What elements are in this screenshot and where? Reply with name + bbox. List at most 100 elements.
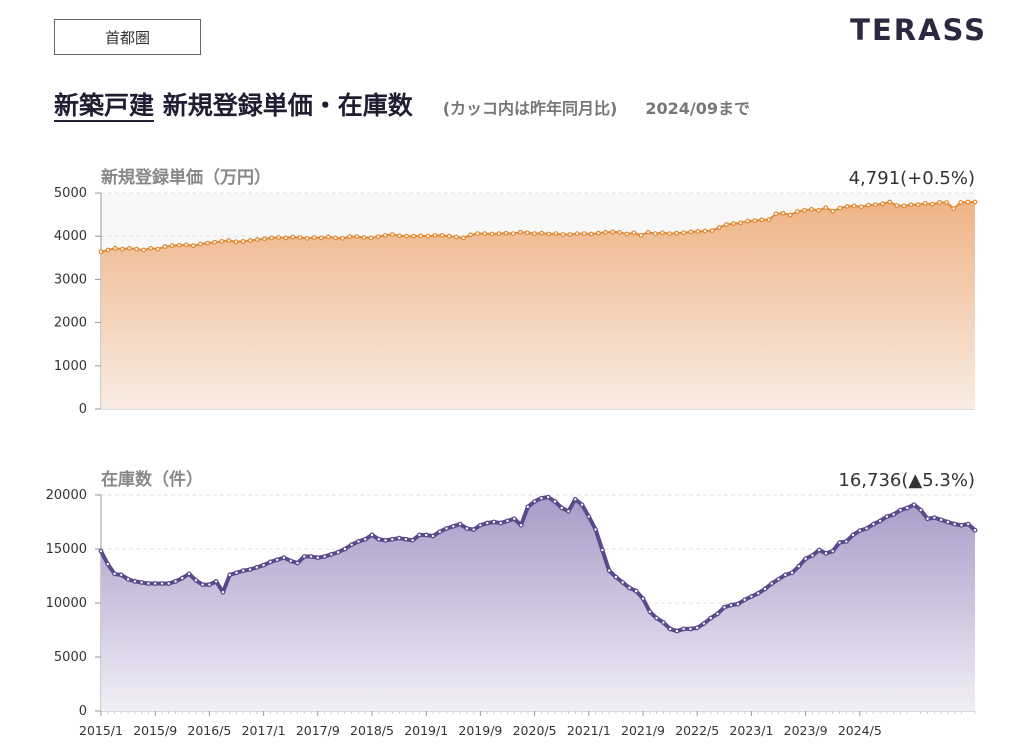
inventory-point — [701, 621, 707, 626]
inventory-point — [186, 571, 192, 577]
price-point — [389, 232, 395, 237]
price-point — [361, 235, 367, 240]
price-point — [873, 202, 878, 208]
inventory-point — [220, 589, 226, 595]
y-tick-label: 0 — [79, 704, 87, 719]
inventory-point — [457, 521, 463, 527]
price-point — [453, 234, 459, 240]
price-point — [723, 222, 729, 227]
price-point — [887, 199, 893, 205]
inventory-point — [715, 611, 720, 617]
price-point — [901, 203, 907, 209]
price-point — [759, 217, 765, 223]
inventory-y-axis: 20000 15000 10000 5000 0 — [46, 488, 102, 719]
x-tick-label: 2023/9 — [784, 723, 828, 738]
y-tick-label: 0 — [79, 402, 87, 417]
price-point — [823, 205, 829, 211]
inventory-point — [423, 532, 429, 538]
inventory-point — [769, 581, 775, 586]
inventory-latest-value: 16,736(▲5.3%) — [838, 470, 975, 491]
inventory-point — [206, 582, 212, 588]
inventory-point — [335, 549, 341, 555]
inventory-point — [478, 522, 483, 528]
title-date: 2024/09まで — [645, 99, 751, 118]
inventory-point — [132, 579, 138, 584]
price-point — [645, 229, 651, 235]
inventory-point — [857, 528, 863, 534]
price-point — [844, 203, 850, 209]
inventory-point — [417, 532, 422, 538]
price-point — [247, 238, 253, 243]
price-point — [219, 238, 225, 244]
price-point — [155, 246, 161, 252]
y-tick-label: 3000 — [54, 272, 87, 287]
price-point — [794, 209, 800, 214]
price-point — [624, 231, 630, 237]
x-tick-label: 2023/1 — [729, 723, 773, 738]
x-tick-label: 2015/1 — [79, 723, 123, 738]
region-label: 首都圏 — [54, 19, 201, 55]
price-point — [112, 245, 118, 251]
inventory-point — [369, 532, 375, 538]
price-point — [702, 228, 708, 234]
inventory-point — [274, 557, 280, 563]
inventory-point — [491, 519, 497, 525]
inventory-point — [200, 582, 206, 588]
inventory-point — [213, 579, 219, 584]
inventory-point — [579, 502, 585, 508]
inventory-point — [532, 499, 538, 504]
inventory-point — [234, 570, 239, 576]
inventory-point — [728, 602, 734, 608]
inventory-point — [837, 540, 842, 545]
inventory-point — [599, 547, 605, 553]
inventory-point — [911, 502, 917, 508]
inventory-point — [660, 620, 666, 625]
y-tick-label: 5000 — [54, 186, 87, 201]
title-note: (カッコ内は昨年同月比) — [442, 99, 618, 118]
price-point — [503, 230, 509, 236]
price-point — [325, 234, 331, 240]
price-point — [851, 203, 857, 209]
inventory-point — [403, 536, 409, 542]
inventory-point — [708, 615, 714, 621]
inventory-point — [884, 514, 890, 519]
price-point — [262, 236, 267, 242]
price-point — [240, 238, 246, 244]
price-point — [880, 201, 886, 207]
price-point — [141, 247, 147, 253]
inventory-point — [782, 572, 788, 578]
price-chart-title: 新規登録単価（万円） — [101, 167, 271, 188]
inventory-point — [681, 626, 687, 632]
price-point — [105, 247, 111, 253]
price-point — [809, 207, 814, 212]
price-point — [532, 231, 537, 237]
price-point — [681, 230, 687, 236]
inventory-point — [613, 574, 619, 580]
price-point — [482, 231, 488, 237]
price-point — [830, 208, 836, 214]
price-point — [638, 232, 644, 238]
price-point — [254, 237, 260, 243]
price-point — [198, 241, 203, 247]
inventory-point — [227, 572, 233, 578]
price-point — [425, 233, 431, 239]
price-latest-value: 4,791(+0.5%) — [849, 168, 975, 189]
inventory-point — [484, 520, 490, 526]
inventory-point — [559, 505, 565, 511]
price-point — [929, 201, 935, 207]
price-point — [183, 242, 189, 248]
price-point — [176, 242, 182, 248]
price-point — [226, 238, 232, 243]
y-tick-label: 1000 — [54, 359, 87, 374]
price-point — [731, 221, 736, 227]
price-point — [411, 233, 417, 239]
price-point — [965, 199, 971, 205]
inventory-point — [674, 628, 680, 634]
inventory-point — [383, 537, 388, 543]
inventory-point — [159, 581, 165, 586]
price-point — [375, 234, 381, 240]
price-line — [100, 201, 976, 253]
inventory-point — [389, 536, 395, 542]
price-point — [340, 235, 345, 241]
